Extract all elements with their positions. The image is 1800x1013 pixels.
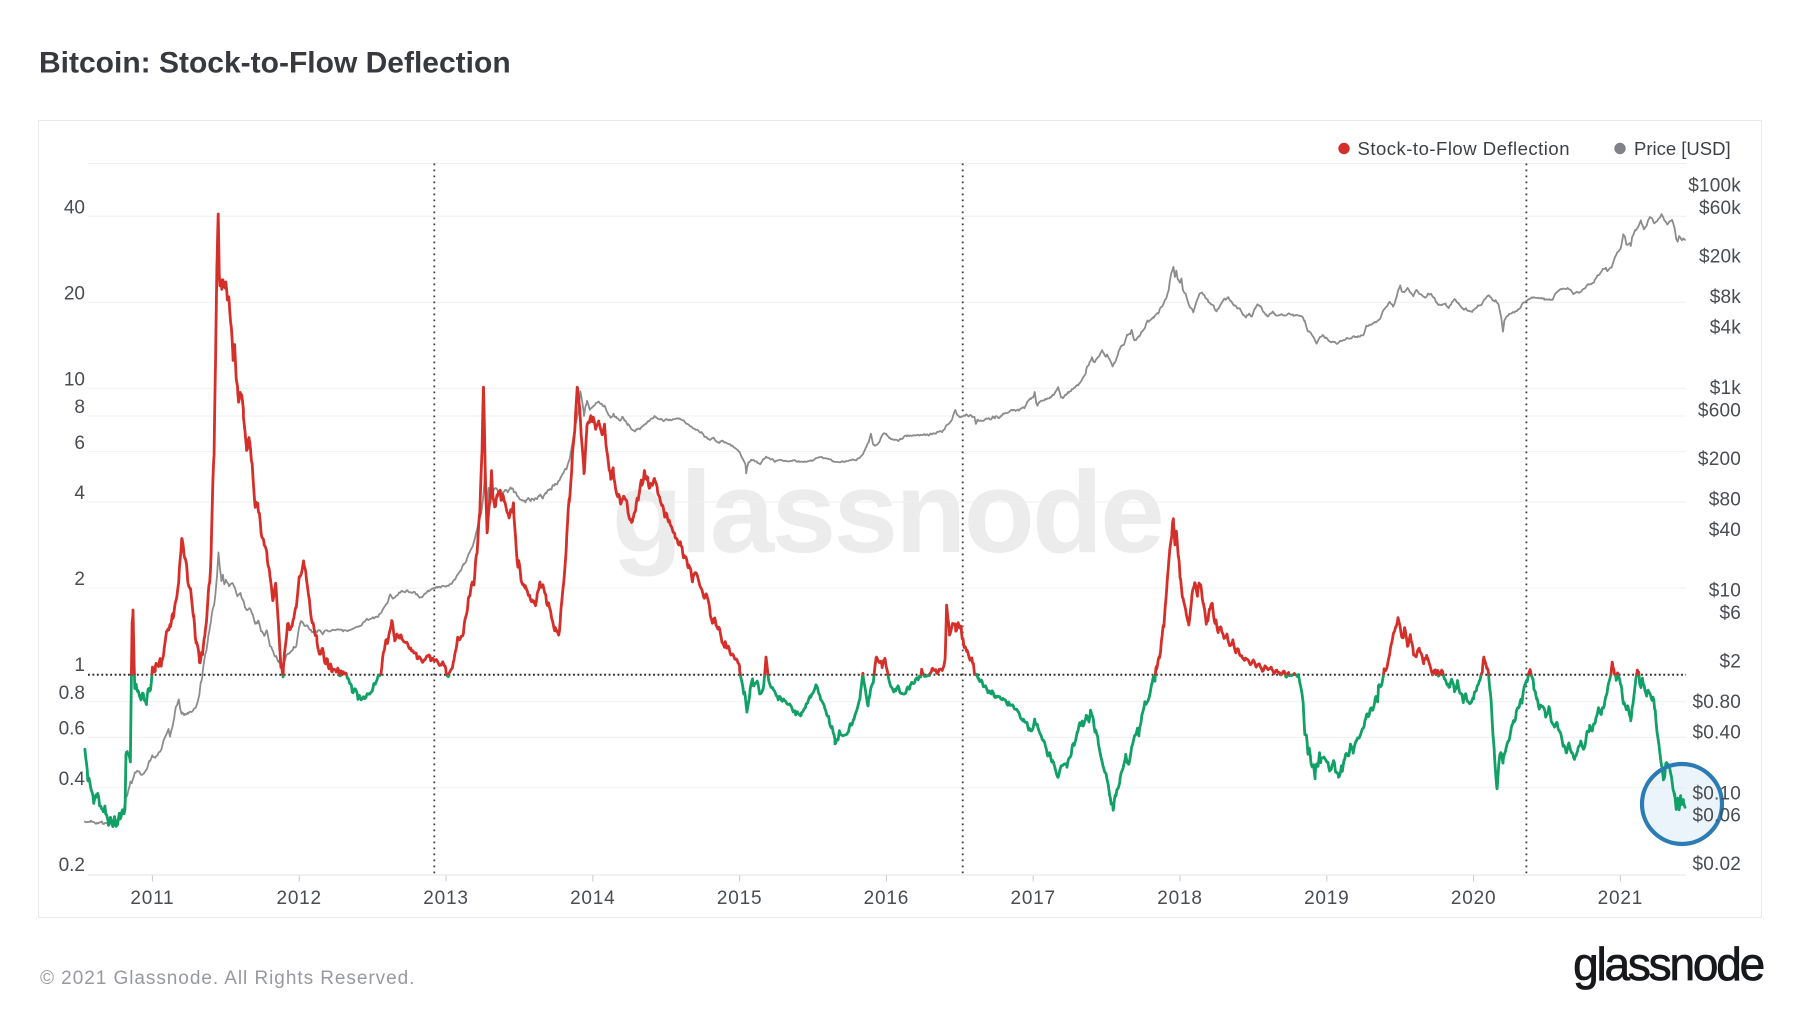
svg-text:glassnode: glassnode (1573, 938, 1764, 990)
svg-text:$0.06: $0.06 (1692, 806, 1741, 827)
svg-text:2013: 2013 (423, 888, 468, 909)
svg-text:Stock-to-Flow Deflection: Stock-to-Flow Deflection (1358, 138, 1570, 159)
svg-text:$0.10: $0.10 (1692, 783, 1741, 804)
svg-text:40: 40 (64, 197, 85, 218)
svg-text:2014: 2014 (570, 888, 615, 909)
svg-text:2015: 2015 (717, 888, 762, 909)
svg-text:0.8: 0.8 (59, 683, 85, 704)
svg-text:$20k: $20k (1699, 247, 1741, 268)
svg-text:$10: $10 (1709, 581, 1741, 602)
svg-text:2017: 2017 (1010, 888, 1055, 909)
svg-text:10: 10 (64, 369, 85, 390)
svg-text:2021: 2021 (1598, 888, 1643, 909)
svg-text:$600: $600 (1698, 401, 1741, 422)
svg-text:Bitcoin: Stock-to-Flow Deflect: Bitcoin: Stock-to-Flow Deflection (39, 47, 511, 80)
svg-text:$2: $2 (1719, 652, 1741, 673)
svg-text:$0.80: $0.80 (1692, 692, 1741, 713)
svg-text:4: 4 (74, 483, 85, 504)
svg-text:$0.40: $0.40 (1692, 722, 1741, 743)
svg-text:© 2021 Glassnode. All Rights R: © 2021 Glassnode. All Rights Reserved. (40, 968, 415, 989)
svg-text:$6: $6 (1719, 603, 1741, 624)
svg-text:$1k: $1k (1710, 378, 1742, 399)
svg-text:0.6: 0.6 (59, 719, 85, 740)
svg-text:$60k: $60k (1699, 198, 1741, 219)
svg-text:20: 20 (64, 283, 85, 304)
svg-text:$200: $200 (1698, 449, 1741, 470)
svg-text:$80: $80 (1709, 489, 1741, 510)
svg-text:2019: 2019 (1304, 888, 1349, 909)
svg-text:0.4: 0.4 (59, 769, 86, 790)
svg-text:2: 2 (74, 569, 85, 590)
svg-text:2018: 2018 (1157, 888, 1202, 909)
svg-text:$40: $40 (1709, 520, 1741, 541)
svg-text:$8k: $8k (1710, 287, 1742, 308)
svg-text:glassnode: glassnode (612, 447, 1162, 577)
svg-text:8: 8 (74, 397, 85, 418)
svg-text:6: 6 (74, 433, 85, 454)
svg-text:0.2: 0.2 (59, 855, 85, 876)
svg-text:1: 1 (74, 655, 85, 676)
svg-text:$100k: $100k (1688, 176, 1741, 197)
svg-text:Price [USD]: Price [USD] (1634, 138, 1731, 159)
svg-text:2020: 2020 (1451, 888, 1496, 909)
svg-text:2016: 2016 (864, 888, 909, 909)
svg-text:2012: 2012 (276, 888, 321, 909)
svg-text:2011: 2011 (130, 888, 174, 909)
svg-text:$4k: $4k (1710, 317, 1742, 338)
svg-text:$0.02: $0.02 (1692, 854, 1741, 875)
